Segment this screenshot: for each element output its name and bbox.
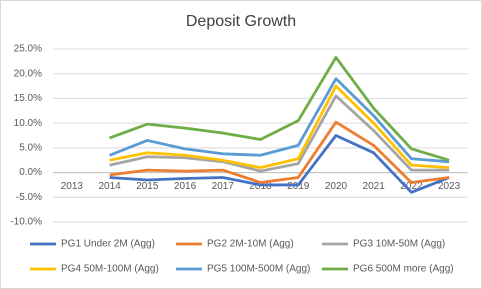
legend-label: PG5 100M-500M (Agg): [207, 264, 310, 275]
y-tick-label: 15.0%: [14, 93, 42, 104]
y-tick-label: 0.0%: [19, 167, 42, 178]
y-tick-label: -10.0%: [10, 217, 42, 228]
x-tick-label: 2018: [249, 181, 272, 192]
series-line: [109, 84, 450, 170]
x-tick-label: 2014: [98, 181, 121, 192]
x-tick-label: 2019: [287, 181, 310, 192]
legend-label: PG2 2M-10M (Agg): [207, 239, 294, 250]
series-line: [109, 56, 450, 162]
x-tick-label: 2017: [212, 181, 235, 192]
x-tick-label: 2023: [438, 181, 461, 192]
series-line: [109, 94, 450, 173]
y-tick-label: 25.0%: [14, 44, 42, 55]
y-tick-label: 20.0%: [14, 68, 42, 79]
legend-label: PG3 10M-50M (Agg): [353, 239, 445, 250]
series-line: [109, 120, 450, 184]
y-tick-label: 10.0%: [14, 118, 42, 129]
x-tick-label: 2021: [363, 181, 386, 192]
chart-title: Deposit Growth: [186, 13, 296, 30]
y-tick-label: 5.0%: [19, 142, 42, 153]
x-tick-label: 2013: [61, 181, 84, 192]
x-tick-label: 2015: [136, 181, 159, 192]
series-line: [109, 77, 450, 164]
series-line: [109, 134, 450, 194]
x-tick-label: 2020: [325, 181, 348, 192]
x-tick-label: 2022: [400, 181, 423, 192]
legend-label: PG1 Under 2M (Agg): [61, 239, 155, 250]
legend-label: PG6 500M more (Agg): [353, 264, 454, 275]
legend-label: PG4 50M-100M (Agg): [61, 264, 159, 275]
x-tick-label: 2016: [174, 181, 197, 192]
y-tick-label: -5.0%: [16, 192, 42, 203]
